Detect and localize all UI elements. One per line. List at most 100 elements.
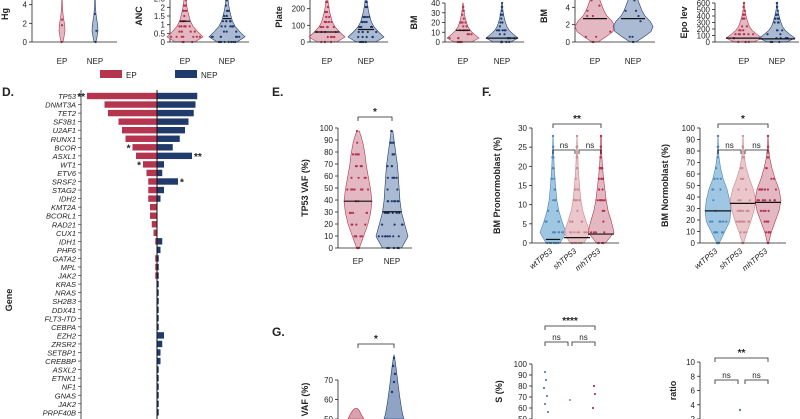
violin-0-point	[725, 220, 728, 223]
gene-label: BCOR	[54, 143, 76, 152]
top-ep-violin-point	[323, 20, 327, 24]
data-point	[392, 380, 396, 384]
nep-violin-point	[386, 200, 389, 203]
panel-g-vaf-violin: 50 60 70 VAF (%) *	[300, 334, 405, 419]
y-tick-label: 2.5	[154, 0, 166, 4]
top-ep-violin-body	[725, 2, 763, 43]
violin-2-point	[590, 231, 593, 234]
violin-1-point	[585, 231, 588, 234]
panel-e-tp53-vaf-violin: 0 10 20 30 40 50 60 70 80 90 100 TP53 VAF (%) EP NEP *	[300, 107, 412, 266]
y-tick-label: 300	[697, 19, 711, 28]
data-point	[738, 408, 742, 412]
top-ep-violin-point	[175, 35, 178, 38]
violin-0-point	[713, 231, 716, 234]
violin-1-point	[575, 134, 579, 138]
data-point	[591, 406, 595, 410]
gene-label: FLT3-ITD	[44, 314, 76, 323]
violin-0-point	[551, 156, 555, 159]
top-ep-violin-point	[742, 13, 745, 16]
bar-ep	[151, 221, 157, 228]
gene-label: PRPF40B	[43, 408, 76, 417]
bar-ep	[136, 152, 157, 160]
violin-0-point	[713, 177, 716, 180]
top-nep-violin-point	[357, 35, 360, 39]
gene-label: TET2	[58, 109, 77, 118]
ep-violin-point	[365, 211, 369, 214]
violin-2-point	[766, 188, 770, 191]
top-nep-violin-point	[222, 30, 226, 33]
ep-violin-point	[353, 188, 356, 191]
gene-label: DDX41	[52, 306, 76, 315]
top-ep-violin-point	[180, 30, 183, 33]
top-ep-violin-point	[591, 14, 595, 18]
y-axis-label: ANC	[134, 6, 144, 26]
bar-ep	[150, 212, 157, 219]
y-tick-label: 50	[686, 182, 695, 191]
significance-label: *	[741, 114, 745, 125]
top-ep-violin-point	[743, 33, 746, 36]
significance-label: ns	[579, 333, 587, 342]
top-nep-violin-point	[366, 30, 369, 34]
x-tick-label: EP	[739, 57, 750, 66]
violin-1-point	[743, 156, 746, 159]
bar-ep	[125, 135, 157, 142]
y-axis-label: Plate	[274, 6, 284, 28]
y-tick-label: 40	[431, 0, 440, 8]
violin-2-point	[756, 199, 759, 202]
violin-0-point	[556, 209, 559, 212]
comparison-bracket	[571, 341, 596, 346]
violin-1-point	[742, 209, 745, 212]
top-ep-violin-point	[195, 35, 198, 38]
significance-label: ns	[752, 371, 760, 380]
violin-2-point	[603, 231, 606, 234]
y-tick-label: 0	[436, 38, 441, 47]
x-tick-label: wtTP53	[693, 246, 720, 271]
top-nep-violin-point	[776, 13, 780, 16]
y-tick-label: 4	[23, 1, 28, 10]
top-nep-violin-point	[225, 9, 229, 12]
x-tick-label: EP	[57, 57, 68, 66]
top-ep-violin-point	[595, 35, 598, 38]
data-point	[545, 394, 549, 398]
y-tick-label: 0	[706, 38, 711, 47]
ep-violin-point	[361, 188, 364, 191]
top-nep-violin-point	[776, 5, 779, 8]
bar-nep	[157, 323, 159, 331]
comparison-bracket	[744, 379, 769, 384]
violin-1-point	[741, 134, 745, 138]
bar-nep	[157, 272, 159, 279]
y-tick-label: 100	[320, 124, 334, 133]
bar-nep	[157, 315, 159, 322]
y-tick-label: 70	[518, 393, 527, 402]
comparison-bracket	[714, 379, 739, 384]
top-ep-violin-point	[743, 17, 746, 20]
bar-ep	[153, 229, 157, 236]
violin-0-point	[551, 167, 554, 170]
nep-violin-point	[386, 165, 389, 168]
gene-label: CUX1	[56, 229, 76, 238]
nep-violin-point	[398, 211, 401, 214]
violin-0-point	[721, 231, 724, 234]
top-nep-violin-point	[225, 14, 228, 18]
top-ep-violin-point	[470, 33, 473, 36]
top-ep-violin-point	[742, 5, 745, 8]
gene-label: IDH2	[59, 195, 77, 204]
violin-0-point	[545, 220, 548, 223]
y-tick-label: 1.5	[154, 12, 166, 21]
panel-label-d: D.	[2, 85, 14, 99]
nep-violin-point	[393, 223, 396, 226]
ep-violin-point	[349, 211, 353, 214]
top-ep-violin-point	[332, 25, 335, 29]
y-tick-label: 70	[324, 160, 333, 169]
violin-1-point	[572, 199, 575, 202]
gene-label: RAD21	[52, 220, 76, 229]
violin-0-point	[552, 145, 555, 148]
violin-0-point	[712, 199, 715, 202]
top-row-panels: 0246HgEPNEP00.511.522.53ANCEPNEP01002003…	[0, 0, 799, 66]
top-ep-violin-point	[184, 0, 187, 2]
bar-nep	[157, 118, 189, 125]
violin-2-point	[765, 220, 768, 223]
gene-label: SF3B1	[53, 118, 76, 127]
nep-violin-point	[386, 176, 389, 179]
comparison-bracket	[544, 341, 569, 346]
